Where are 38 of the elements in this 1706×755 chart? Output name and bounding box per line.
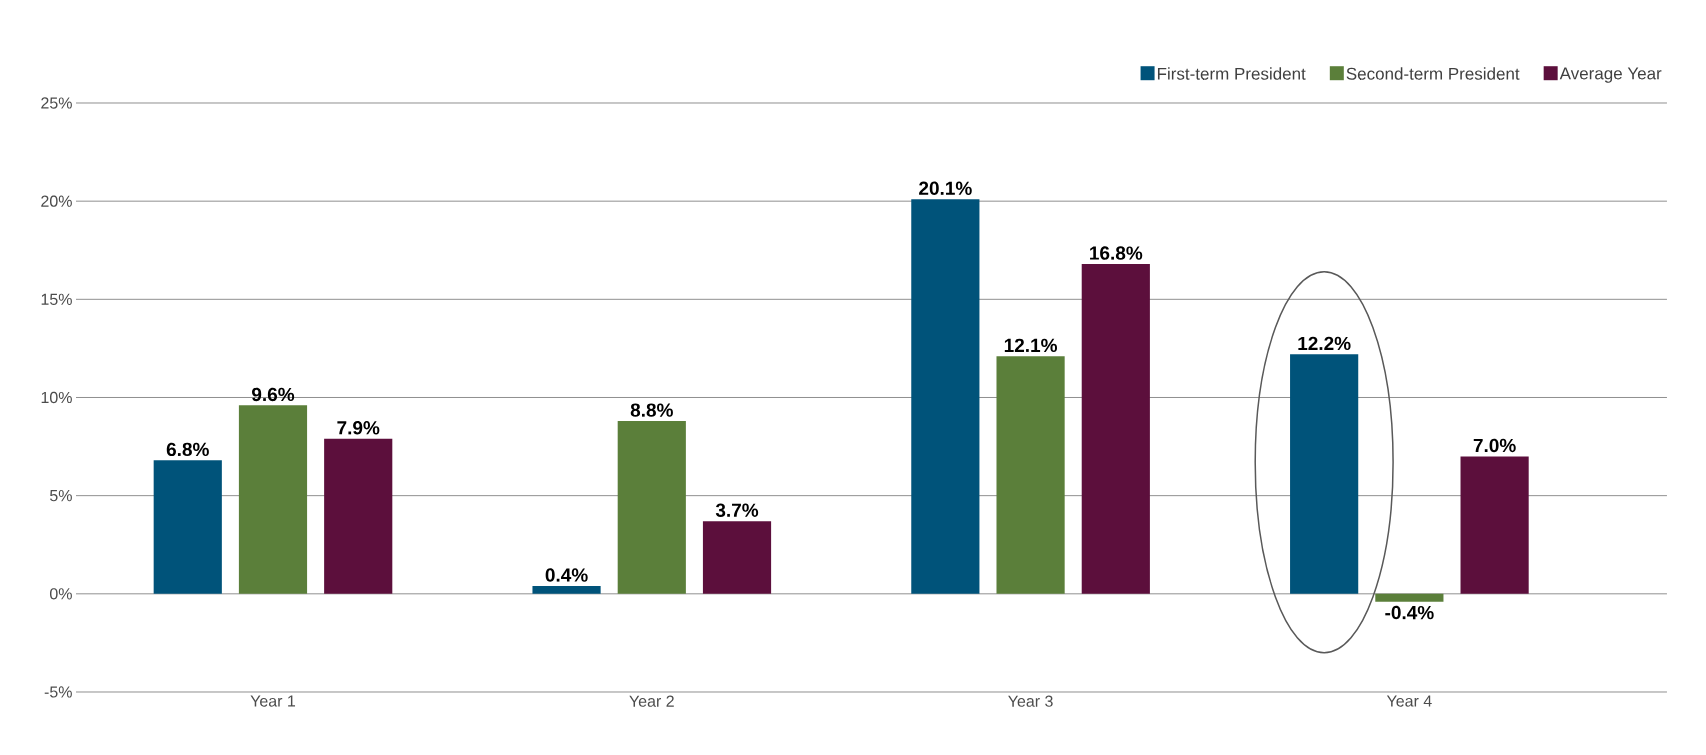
data-label: 8.8%	[630, 403, 673, 417]
x-tick-label: Year 3	[1008, 695, 1053, 707]
y-tick-label: 5%	[50, 490, 72, 502]
y-tick-label: 10%	[41, 391, 72, 404]
x-tick-label: Year 2	[629, 695, 674, 707]
bar	[153, 460, 222, 594]
x-tick-label: Year 4	[1386, 695, 1432, 707]
y-tick-label: 25%	[41, 97, 72, 109]
data-label: 12.1%	[1004, 338, 1058, 353]
y-tick-label: 15%	[41, 293, 72, 305]
bar	[996, 356, 1065, 594]
data-label: 12.2%	[1298, 336, 1351, 351]
legend-label: Average Year	[1559, 67, 1662, 83]
bar	[1375, 593, 1444, 602]
data-label: 7.0%	[1473, 438, 1516, 453]
y-tick-label: 0%	[49, 588, 72, 600]
y-tick-label: 20%	[41, 195, 72, 207]
bar	[238, 405, 308, 594]
data-label: 20.1%	[919, 181, 972, 195]
data-label: 0.4%	[545, 568, 588, 582]
bar	[911, 199, 980, 594]
bar	[1081, 263, 1150, 594]
bar	[1460, 456, 1529, 594]
y-tick-label: -5%	[44, 686, 72, 698]
bar	[617, 421, 686, 594]
data-label: 9.6%	[251, 387, 295, 402]
legend-label: First-term President	[1157, 67, 1306, 80]
data-label: -0.4%	[1385, 605, 1434, 620]
bar	[1290, 354, 1359, 594]
bar	[532, 585, 601, 594]
data-label: 6.8%	[166, 442, 209, 457]
x-tick-label: Year 1	[250, 695, 296, 707]
legend-label: Second-term President	[1346, 67, 1520, 80]
data-label: 3.7%	[715, 503, 759, 517]
data-label: 7.9%	[337, 421, 380, 435]
data-label: 16.8%	[1090, 246, 1143, 260]
bar	[324, 438, 393, 594]
bar	[702, 521, 772, 594]
